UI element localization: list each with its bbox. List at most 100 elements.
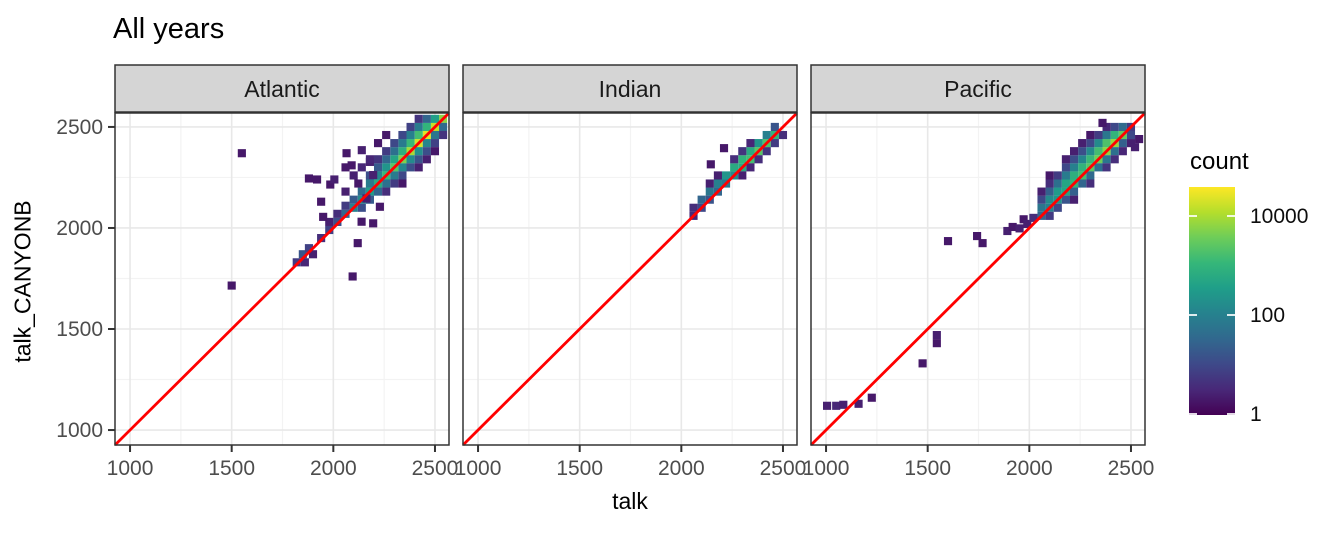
bin-cell bbox=[832, 401, 841, 410]
bin-cell bbox=[1078, 147, 1087, 156]
bin-cell bbox=[1086, 171, 1095, 180]
bin-cell bbox=[390, 139, 399, 148]
bin-cell bbox=[348, 272, 357, 281]
bin-cell bbox=[1086, 139, 1095, 148]
bin-cell bbox=[398, 139, 407, 148]
bin-cell bbox=[918, 359, 927, 368]
x-tick-label: 1000 bbox=[803, 457, 850, 480]
bin-cell bbox=[973, 231, 982, 241]
bin-cell bbox=[300, 258, 309, 267]
bin-cell bbox=[932, 331, 941, 340]
bin-cell bbox=[762, 147, 771, 156]
bin-cell bbox=[227, 281, 236, 290]
x-tick-label: 2000 bbox=[1006, 457, 1053, 480]
bin-cell bbox=[1102, 163, 1111, 172]
bin-cell bbox=[1069, 155, 1079, 164]
x-tick-label: 2500 bbox=[760, 457, 807, 480]
x-tick-label: 1000 bbox=[455, 457, 502, 480]
bin-cell bbox=[357, 217, 366, 226]
bin-cell bbox=[422, 122, 431, 132]
bin-cell bbox=[369, 170, 378, 180]
bin-cell bbox=[382, 130, 391, 140]
bin-cell bbox=[1061, 195, 1070, 204]
y-tick-label: 1000 bbox=[56, 419, 103, 442]
bin-cell bbox=[375, 202, 384, 211]
bin-cell bbox=[390, 171, 399, 180]
bin-cell bbox=[304, 244, 314, 253]
bin-cell bbox=[754, 155, 763, 164]
panel-border bbox=[462, 112, 798, 446]
bin-cell bbox=[1069, 163, 1079, 172]
identity-line bbox=[462, 112, 798, 446]
bin-cell bbox=[1086, 179, 1095, 188]
facet-panel-indian: 1000 1500 2000 2500 bbox=[455, 64, 807, 480]
bin-cell bbox=[762, 130, 771, 140]
bin-cell bbox=[414, 130, 423, 140]
bin-cell bbox=[390, 155, 399, 164]
bin-cell bbox=[422, 114, 431, 123]
bin-cell bbox=[1126, 139, 1136, 148]
bin-cell bbox=[341, 163, 350, 172]
legend-tick-mark bbox=[1227, 314, 1235, 316]
bin-cell bbox=[382, 155, 391, 164]
bin-cell bbox=[398, 163, 407, 172]
bin-cell bbox=[439, 130, 448, 140]
bin-cell bbox=[1069, 195, 1079, 204]
bin-cell bbox=[730, 155, 739, 164]
bin-cell bbox=[369, 219, 378, 228]
bin-cell bbox=[1094, 130, 1103, 140]
bin-cell bbox=[867, 393, 876, 402]
bin-cell bbox=[1045, 179, 1054, 188]
panel-border bbox=[114, 112, 450, 446]
bin-cell bbox=[308, 250, 318, 259]
bin-cell bbox=[746, 139, 755, 148]
bin-cell bbox=[1045, 187, 1054, 196]
bin-cell bbox=[430, 114, 440, 123]
bin-cell bbox=[325, 217, 334, 226]
bin-cell bbox=[373, 187, 383, 196]
bin-cell bbox=[414, 114, 423, 123]
y-axis-title: talk_CANYONB bbox=[9, 200, 36, 363]
bin-cell bbox=[365, 179, 374, 188]
x-tick-label: 1500 bbox=[556, 457, 603, 480]
legend-tick-mark bbox=[1189, 413, 1197, 415]
bin-cell bbox=[713, 179, 722, 188]
bin-cell bbox=[1008, 222, 1017, 232]
bin-cell bbox=[839, 400, 848, 409]
bin-cell bbox=[706, 160, 715, 169]
y-tick-label: 2000 bbox=[56, 217, 103, 240]
bin-cell bbox=[697, 195, 706, 204]
x-tick-label: 1500 bbox=[208, 457, 255, 480]
facet-strip-box bbox=[810, 64, 1146, 113]
bin-cell bbox=[373, 163, 383, 172]
bin-cell bbox=[390, 147, 399, 156]
bin-cell bbox=[333, 217, 342, 226]
legend-tick-mark bbox=[1189, 215, 1197, 217]
bin-cell bbox=[341, 187, 350, 196]
bin-cell bbox=[754, 139, 763, 148]
bin-cell bbox=[738, 155, 747, 164]
bin-cell bbox=[317, 234, 326, 243]
bin-cell bbox=[439, 122, 448, 132]
bin-cell bbox=[1061, 155, 1070, 164]
bin-cell bbox=[1130, 143, 1140, 152]
x-tick-label: 2000 bbox=[310, 457, 357, 480]
bin-cell bbox=[354, 179, 363, 188]
legend-title: count bbox=[1190, 148, 1249, 175]
bin-cell bbox=[932, 339, 941, 348]
bin-cell bbox=[1118, 139, 1127, 148]
bin-cell bbox=[1110, 155, 1119, 164]
bin-cell bbox=[382, 147, 391, 156]
panel-border bbox=[810, 112, 1146, 446]
bin-cell bbox=[304, 174, 314, 183]
bin-cell bbox=[414, 163, 423, 172]
bin-cell bbox=[373, 171, 383, 180]
bin-cell bbox=[414, 155, 423, 164]
bin-cell bbox=[1126, 130, 1136, 140]
bin-cell bbox=[347, 161, 356, 170]
bin-cell bbox=[313, 175, 322, 184]
bin-cell bbox=[398, 179, 407, 188]
facet-strip-label-atlantic: Atlantic bbox=[244, 76, 319, 102]
bin-cell bbox=[1045, 195, 1054, 204]
bin-cell bbox=[341, 201, 350, 210]
